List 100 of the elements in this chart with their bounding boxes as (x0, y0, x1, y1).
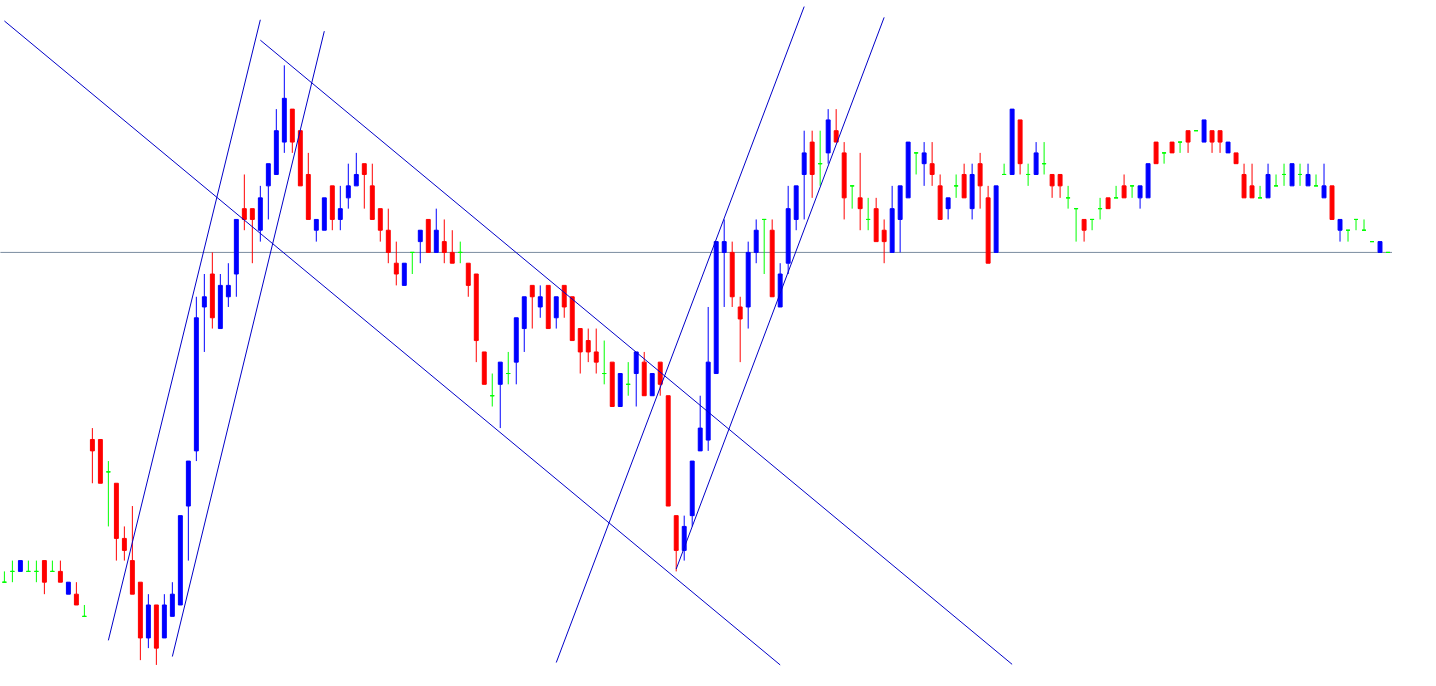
candlestick (625, 361, 631, 397)
candlestick (129, 505, 135, 595)
candlestick (553, 296, 559, 330)
candlestick (961, 163, 967, 199)
candlestick (657, 361, 663, 397)
candlestick (377, 208, 383, 243)
candlestick (121, 525, 127, 562)
candlestick (1209, 130, 1215, 154)
candlestick (145, 593, 151, 649)
candlestick (937, 173, 943, 220)
candlestick (337, 185, 343, 231)
candlestick (825, 108, 831, 165)
candlestick (153, 604, 159, 666)
candlestick (993, 185, 999, 253)
candlestick (1289, 163, 1295, 187)
candlestick (889, 185, 895, 253)
candlestick (841, 141, 847, 220)
candlestick (1105, 197, 1111, 210)
candlestick (57, 560, 63, 583)
candlestick (33, 560, 39, 583)
candlestick (761, 218, 767, 275)
candlestick (1185, 130, 1191, 154)
candlestick (897, 185, 903, 253)
candlestick (201, 273, 207, 353)
candlestick (977, 152, 983, 210)
candlestick (529, 284, 535, 330)
candlestick (193, 296, 199, 462)
candlestick (913, 152, 919, 175)
candlestick (569, 296, 575, 342)
candlestick (801, 130, 807, 220)
candlestick (617, 373, 623, 408)
candlestick (857, 152, 863, 231)
candlestick (489, 373, 495, 408)
candlestick (865, 197, 871, 231)
candlestick (17, 560, 23, 572)
candlestick (233, 218, 239, 298)
candlestick (1337, 218, 1343, 243)
candlestick (641, 351, 647, 397)
candlestick (425, 218, 431, 253)
candlestick (1225, 141, 1231, 154)
candlestick (649, 373, 655, 397)
candlestick (1025, 163, 1031, 187)
candlestick (481, 351, 487, 385)
candlestick (289, 108, 295, 154)
candlestick (1241, 163, 1247, 199)
candlestick (81, 604, 87, 617)
candlestick (1265, 163, 1271, 199)
candlestick (401, 262, 407, 286)
candlestick (177, 515, 183, 606)
candlestick (1049, 173, 1055, 199)
candlestick (97, 438, 103, 484)
candlestick (161, 593, 167, 639)
candlestick (729, 241, 735, 308)
candlestick (1033, 141, 1039, 175)
candlestick (1121, 173, 1127, 199)
candlestick (217, 273, 223, 330)
candlestick (137, 581, 143, 661)
candlestick (9, 560, 15, 583)
candlestick (297, 130, 303, 187)
candlestick (473, 273, 479, 363)
candlestick (521, 296, 527, 353)
candlestick (1065, 185, 1071, 210)
candlestick (265, 163, 271, 220)
candlestick (585, 328, 591, 363)
candlestick (249, 208, 255, 264)
candlestick (745, 241, 751, 330)
candlestick (41, 560, 47, 595)
candlestick (1217, 130, 1223, 154)
candlestick (577, 328, 583, 375)
candlestick (1113, 185, 1119, 199)
candlestick (921, 141, 927, 187)
candlestick (1145, 163, 1151, 199)
candlestick (497, 361, 503, 429)
candlestick (1137, 185, 1143, 210)
candlestick (777, 262, 783, 308)
candlestick (545, 284, 551, 330)
candlestick (793, 185, 799, 231)
candlestick (1169, 141, 1175, 154)
candlestick (985, 185, 991, 264)
candlestick (681, 515, 687, 562)
candlestick (73, 581, 79, 606)
candlestick (849, 185, 855, 210)
candlestick (369, 163, 375, 220)
candlestick (281, 64, 287, 154)
candlestick (361, 163, 367, 210)
candlestick (929, 141, 935, 187)
candlestick (49, 560, 55, 572)
candlestick (169, 581, 175, 617)
candlestick (321, 197, 327, 231)
candlestick (593, 328, 599, 375)
candlestick (465, 262, 471, 298)
candlestick (505, 351, 511, 385)
candlestick (1249, 163, 1255, 199)
candlestick (785, 185, 791, 275)
candlestick (513, 317, 519, 385)
candlestick (697, 395, 703, 452)
candlestick (721, 218, 727, 308)
candlestick (305, 152, 311, 220)
candlestick (753, 218, 759, 264)
candlestick (65, 581, 71, 595)
